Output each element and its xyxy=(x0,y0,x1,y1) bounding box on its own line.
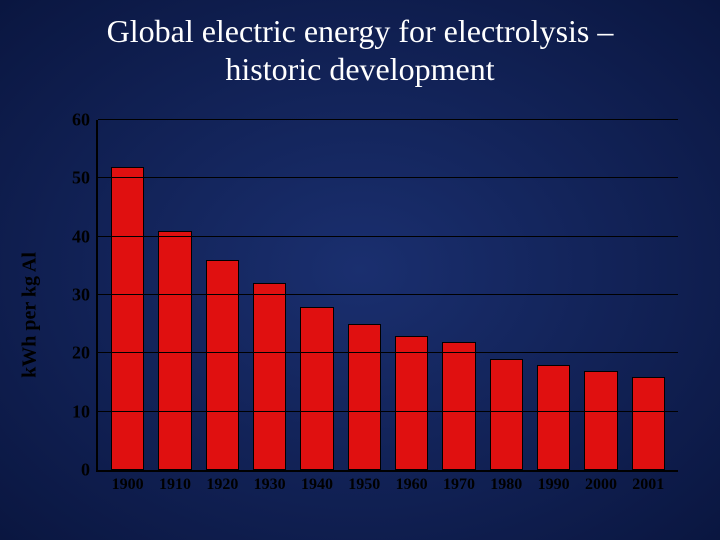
gridline xyxy=(98,119,678,120)
bar xyxy=(442,342,475,470)
bar xyxy=(348,324,381,470)
bar-slot: 2000 xyxy=(577,120,624,470)
bar-slot: 1990 xyxy=(530,120,577,470)
bar-slot: 1900 xyxy=(104,120,151,470)
bar xyxy=(253,283,286,470)
bar xyxy=(111,167,144,470)
bar xyxy=(158,231,191,470)
gridline xyxy=(98,177,678,178)
bar-slot: 1970 xyxy=(435,120,482,470)
bar-slot: 1920 xyxy=(199,120,246,470)
x-tick-label: 2000 xyxy=(585,476,617,494)
bar-slot: 1960 xyxy=(388,120,435,470)
plot-area: 1900191019201930194019501960197019801990… xyxy=(96,120,678,472)
bar xyxy=(490,359,523,470)
x-tick-label: 1920 xyxy=(206,476,238,494)
gridline xyxy=(98,352,678,353)
bar-slot: 2001 xyxy=(625,120,672,470)
bar-slot: 1910 xyxy=(151,120,198,470)
y-tick-label: 50 xyxy=(72,168,90,189)
bar xyxy=(206,260,239,470)
bar-slot: 1950 xyxy=(341,120,388,470)
bar-slot: 1940 xyxy=(293,120,340,470)
chart-title: Global electric energy for electrolysis … xyxy=(0,0,720,89)
x-tick-label: 1930 xyxy=(254,476,286,494)
bar-chart: kWh per kg Al 19001910192019301940195019… xyxy=(40,120,680,510)
y-tick-label: 20 xyxy=(72,343,90,364)
bar xyxy=(300,307,333,470)
title-line-2: historic development xyxy=(225,51,494,87)
x-tick-label: 1900 xyxy=(112,476,144,494)
y-axis-label: kWh per kg Al xyxy=(19,252,42,378)
gridline xyxy=(98,294,678,295)
y-tick-label: 30 xyxy=(72,285,90,306)
y-tick-label: 0 xyxy=(81,460,90,481)
x-tick-label: 1970 xyxy=(443,476,475,494)
gridline xyxy=(98,411,678,412)
x-tick-label: 1940 xyxy=(301,476,333,494)
title-line-1: Global electric energy for electrolysis … xyxy=(107,13,614,49)
x-tick-label: 2001 xyxy=(632,476,664,494)
x-tick-label: 1990 xyxy=(538,476,570,494)
y-tick-label: 10 xyxy=(72,401,90,422)
bars-container: 1900191019201930194019501960197019801990… xyxy=(98,120,678,470)
x-tick-label: 1960 xyxy=(396,476,428,494)
bar-slot: 1930 xyxy=(246,120,293,470)
x-tick-label: 1950 xyxy=(348,476,380,494)
bar xyxy=(537,365,570,470)
x-tick-label: 1980 xyxy=(490,476,522,494)
y-tick-label: 40 xyxy=(72,226,90,247)
gridline xyxy=(98,236,678,237)
bar xyxy=(395,336,428,470)
bar-slot: 1980 xyxy=(483,120,530,470)
bar xyxy=(632,377,665,470)
x-tick-label: 1910 xyxy=(159,476,191,494)
y-tick-label: 60 xyxy=(72,110,90,131)
bar xyxy=(584,371,617,470)
